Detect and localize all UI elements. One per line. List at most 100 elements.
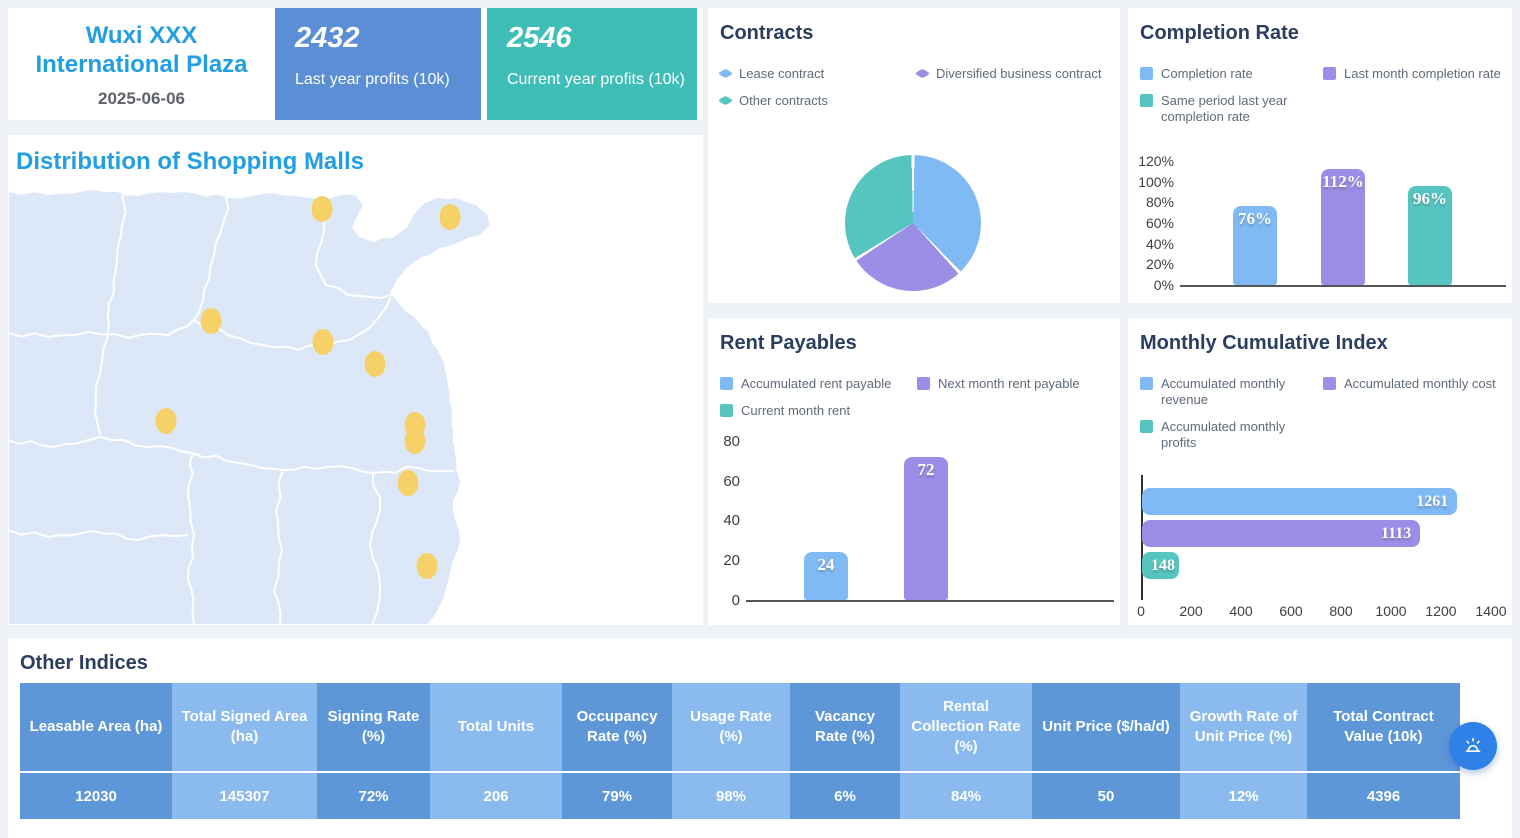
x-axis-line <box>746 600 1114 602</box>
table-header-cell: Signing Rate (%) <box>317 683 430 773</box>
table-header-cell: Total Signed Area (ha) <box>172 683 317 773</box>
province-border <box>94 185 127 436</box>
kpi-label: Current year profits (10k) <box>507 71 685 88</box>
y-axis-tick: 60% <box>1145 215 1174 232</box>
province-border <box>193 296 392 351</box>
x-axis-tick: 200 <box>1179 603 1203 619</box>
y-axis-tick: 0 <box>731 592 740 609</box>
table-cell: 12% <box>1180 772 1307 819</box>
table-header-cell: Leasable Area (ha) <box>20 683 172 773</box>
y-axis-tick: 40 <box>723 512 740 530</box>
legend-label: Other contracts <box>739 93 828 108</box>
legend-marker <box>1140 67 1153 80</box>
mall-location-dot <box>364 351 386 377</box>
rent-payables-chart: 0 20 40 60 80 24 72 <box>708 318 1120 625</box>
province-border <box>193 185 231 321</box>
other-indices-title: Other Indices <box>20 652 148 674</box>
table-header-cell: Unit Price ($/ha/d) <box>1032 683 1180 773</box>
table-cell: 206 <box>430 772 562 819</box>
legend-marker <box>1140 94 1153 107</box>
kpi-value: 2432 <box>295 22 360 54</box>
province-border <box>192 452 455 474</box>
y-axis-tick: 80 <box>723 432 740 450</box>
legend-item[interactable]: Last month completion rate <box>1323 66 1506 82</box>
x-axis-tick: 1400 <box>1475 603 1507 619</box>
table-header-cell: Growth Rate of Unit Price (%) <box>1180 683 1307 773</box>
plaza-title-line2: International Plaza <box>35 51 248 78</box>
monthly-cumulative-index-panel: Monthly Cumulative Index Accumulated mon… <box>1128 318 1512 625</box>
legend-marker <box>720 377 733 390</box>
bar-value-label: 76% <box>1238 209 1272 229</box>
other-indices-panel: Other Indices Leasable Area (ha) Total Si… <box>8 638 1512 838</box>
legend-marker <box>720 404 733 417</box>
bar-next-month-rent-payable: 72 <box>904 456 948 600</box>
legend-item[interactable]: Completion rate <box>1140 66 1323 82</box>
kpi-value: 2546 <box>507 22 572 54</box>
y-axis-tick: 80% <box>1145 194 1174 211</box>
y-axis-tick: 60 <box>723 472 740 490</box>
legend-item[interactable]: Current month rent <box>720 403 917 419</box>
bar-value-label: 1113 <box>1381 524 1412 542</box>
monthly-cumulative-index-legend: Accumulated monthly revenue Accumulated m… <box>1128 355 1512 451</box>
legend-item[interactable]: Lease contract <box>717 66 917 82</box>
rent-payables-panel: Rent Payables Accumulated rent payable Ne… <box>708 318 1120 625</box>
bar-value-label: 148 <box>1151 556 1175 574</box>
legend-marker <box>717 68 734 79</box>
china-map <box>8 185 493 625</box>
legend-item[interactable]: Accumulated rent payable <box>720 376 917 392</box>
legend-item[interactable]: Next month rent payable <box>917 376 1114 392</box>
legend-item[interactable]: Accumulated monthly cost <box>1323 376 1506 408</box>
x-axis-tick: 600 <box>1279 603 1303 619</box>
mall-location-dot <box>404 428 426 454</box>
alarm-fab-button[interactable] <box>1449 722 1497 770</box>
table-header-cell: Usage Rate (%) <box>672 683 790 773</box>
legend-marker <box>1323 67 1336 80</box>
legend-label: Accumulated monthly cost <box>1344 376 1496 391</box>
legend-label: Completion rate <box>1161 66 1253 81</box>
legend-item[interactable]: Diversified business contract <box>914 66 1114 82</box>
legend-label: Same period last year completion rate <box>1161 93 1288 124</box>
bar-value-label: 1261 <box>1416 492 1449 510</box>
bar-value-label: 112% <box>1322 172 1364 192</box>
contracts-panel: Contracts Lease contract Diversified busi… <box>708 8 1120 303</box>
table-cell: 98% <box>672 772 790 819</box>
table-cell: 145307 <box>172 772 317 819</box>
legend-item[interactable]: Same period last year completion rate <box>1140 93 1323 125</box>
legend-label: Next month rent payable <box>938 376 1080 391</box>
legend-item[interactable]: Accumulated monthly revenue <box>1140 376 1323 408</box>
province-border <box>8 436 194 454</box>
legend-marker <box>1140 377 1153 390</box>
y-axis-tick: 100% <box>1138 173 1174 190</box>
x-axis-tick: 1000 <box>1375 603 1407 619</box>
table-cell: 4396 <box>1307 772 1460 819</box>
bar-accumulated-rent-payable: 24 <box>804 552 848 600</box>
table-header-row: Leasable Area (ha) Total Signed Area (ha)… <box>20 683 1460 773</box>
date-label: 2025-06-06 <box>98 89 185 108</box>
bar-accumulated-monthly-cost: 1113 <box>1142 520 1421 547</box>
y-axis-tick: 20 <box>723 552 740 570</box>
map-title: Distribution of Shopping Malls <box>16 148 364 175</box>
legend-marker <box>917 377 930 390</box>
bar-last-month-completion-rate: 112% <box>1321 169 1365 285</box>
legend-label: Last month completion rate <box>1344 66 1501 81</box>
mall-location-dot <box>416 553 438 579</box>
legend-item[interactable]: Other contracts <box>717 93 917 109</box>
table-cell: 6% <box>790 772 900 819</box>
mall-location-dot <box>397 470 419 496</box>
y-axis-tick: 40% <box>1145 235 1174 252</box>
contracts-legend: Lease contract Diversified business contr… <box>708 45 1120 109</box>
alarm-icon <box>1465 737 1481 753</box>
province-border <box>8 319 195 339</box>
mall-location-dot <box>311 196 333 222</box>
completion-rate-chart: 0% 20% 40% 60% 80% 100% 120% 76% 112% 96% <box>1128 8 1512 303</box>
x-axis-tick: 0 <box>1137 603 1145 619</box>
kpi-current-year-profits: 2546 Current year profits (10k) <box>487 8 697 120</box>
table-header-cell: Rental Collection Rate (%) <box>900 683 1032 773</box>
legend-item[interactable]: Accumulated monthly profits <box>1140 419 1323 451</box>
legend-marker <box>1140 420 1153 433</box>
legend-label: Lease contract <box>739 66 825 81</box>
table-cell: 72% <box>317 772 430 819</box>
bar-value-label: 24 <box>817 555 835 575</box>
other-indices-table: Leasable Area (ha) Total Signed Area (ha)… <box>20 683 1460 819</box>
completion-rate-title: Completion Rate <box>1140 22 1299 44</box>
